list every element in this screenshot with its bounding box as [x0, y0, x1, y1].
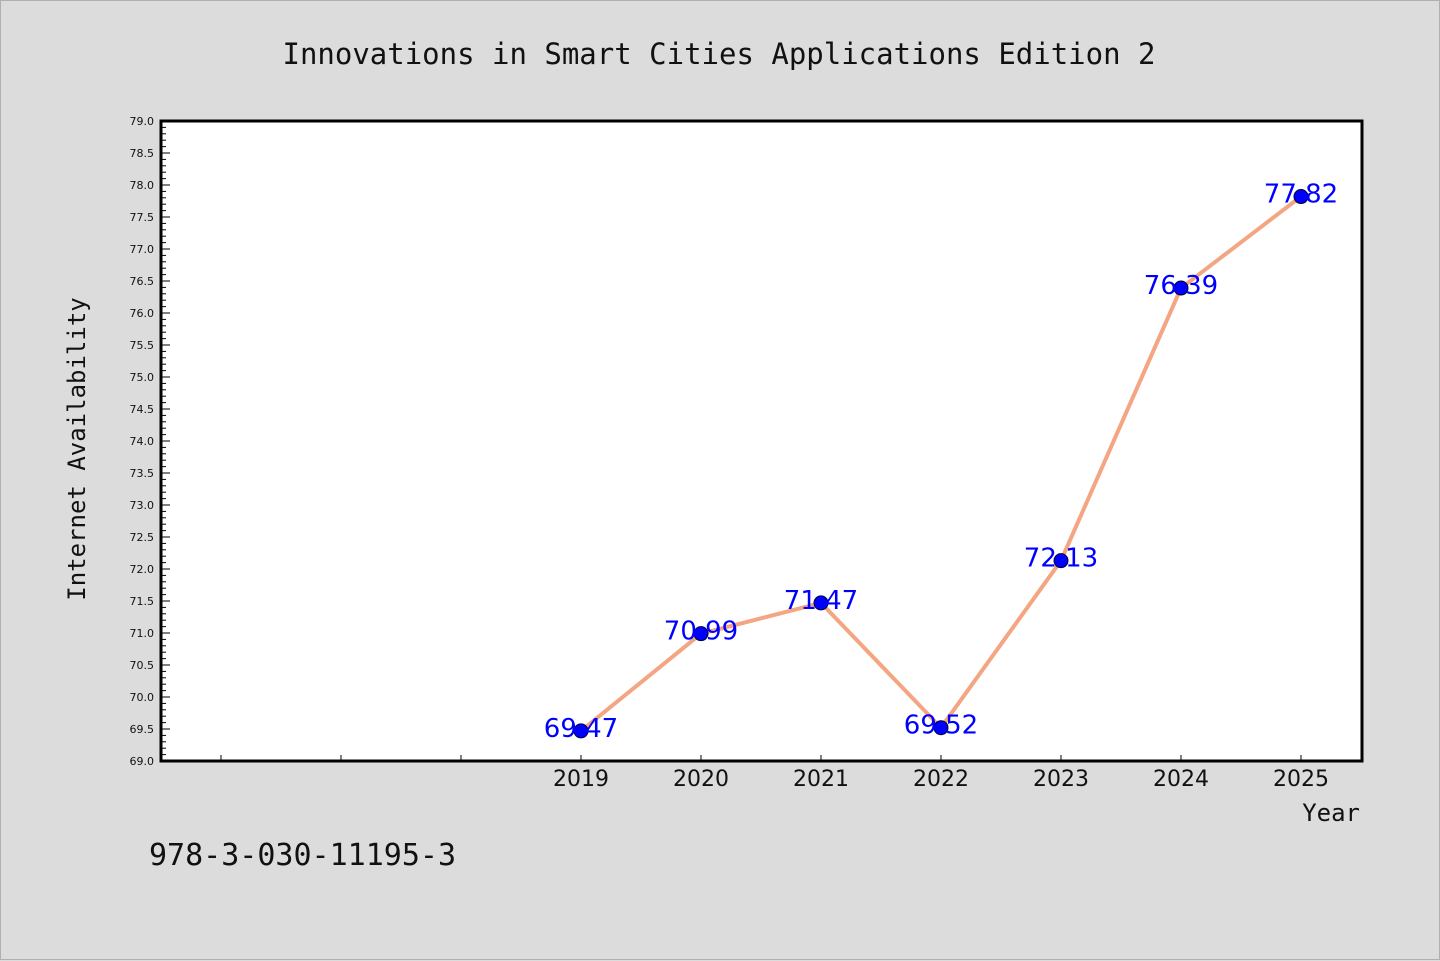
y-tick-label: 74.0 — [130, 435, 155, 448]
data-point — [933, 720, 949, 736]
data-point — [693, 626, 709, 642]
data-point — [1053, 553, 1069, 569]
y-tick-label: 76.5 — [130, 275, 155, 288]
data-point — [813, 595, 829, 611]
data-label: 71.47 — [784, 586, 858, 616]
y-tick-label: 76.0 — [130, 307, 155, 320]
chart-title: Innovations in Smart Cities Applications… — [283, 37, 1156, 71]
y-tick-label: 70.5 — [130, 659, 155, 672]
data-point — [573, 723, 589, 739]
data-label: 72.13 — [1024, 544, 1098, 574]
y-tick-label: 69.0 — [130, 755, 155, 768]
data-label: 69.52 — [904, 711, 978, 741]
y-tick-label: 75.0 — [130, 371, 155, 384]
x-tick-label: 2023 — [1033, 767, 1089, 792]
x-tick-label: 2020 — [673, 767, 729, 792]
y-tick-label: 75.5 — [130, 339, 155, 352]
x-tick-label: 2025 — [1273, 767, 1329, 792]
x-tick-label: 2024 — [1153, 767, 1209, 792]
y-axis-label: Internet Availability — [63, 297, 91, 600]
y-tick-label: 71.5 — [130, 595, 155, 608]
data-point — [1293, 189, 1309, 205]
y-tick-label: 71.0 — [130, 627, 155, 640]
x-tick-label: 2022 — [913, 767, 969, 792]
x-tick-label: 2021 — [793, 767, 849, 792]
data-labels: 69.47 70.99 71.47 69.52 72.13 76.39 77.82 — [544, 180, 1338, 744]
y-tick-label: 78.5 — [130, 147, 155, 160]
y-axis-ticks: 69.0 69.5 70.0 70.5 71.0 71.5 72.0 72.5 73.0 73.5… — [130, 115, 170, 768]
y-tick-label: 70.0 — [130, 691, 155, 704]
data-label: 77.82 — [1264, 180, 1338, 210]
data-markers — [573, 189, 1309, 739]
data-label: 76.39 — [1144, 271, 1218, 301]
data-label: 70.99 — [664, 617, 738, 647]
x-axis-label: Year — [1302, 799, 1360, 827]
y-tick-label: 72.5 — [130, 531, 155, 544]
y-tick-label: 69.5 — [130, 723, 155, 736]
y-tick-label: 72.0 — [130, 563, 155, 576]
x-axis-ticks: 2019 2020 2021 2022 2023 2024 2025 — [220, 755, 1329, 792]
isbn-text: 978-3-030-11195-3 — [149, 838, 456, 873]
y-tick-label: 79.0 — [130, 115, 155, 128]
y-tick-label: 73.0 — [130, 499, 155, 512]
x-tick-label: 2019 — [553, 767, 609, 792]
y-tick-label: 73.5 — [130, 467, 155, 480]
plot-area — [159, 119, 1364, 763]
y-tick-label: 78.0 — [130, 179, 155, 192]
y-tick-label: 74.5 — [130, 403, 155, 416]
data-label: 69.47 — [544, 714, 618, 744]
y-tick-label: 77.5 — [130, 211, 155, 224]
y-tick-label: 77.0 — [130, 243, 155, 256]
data-point — [1173, 280, 1189, 296]
